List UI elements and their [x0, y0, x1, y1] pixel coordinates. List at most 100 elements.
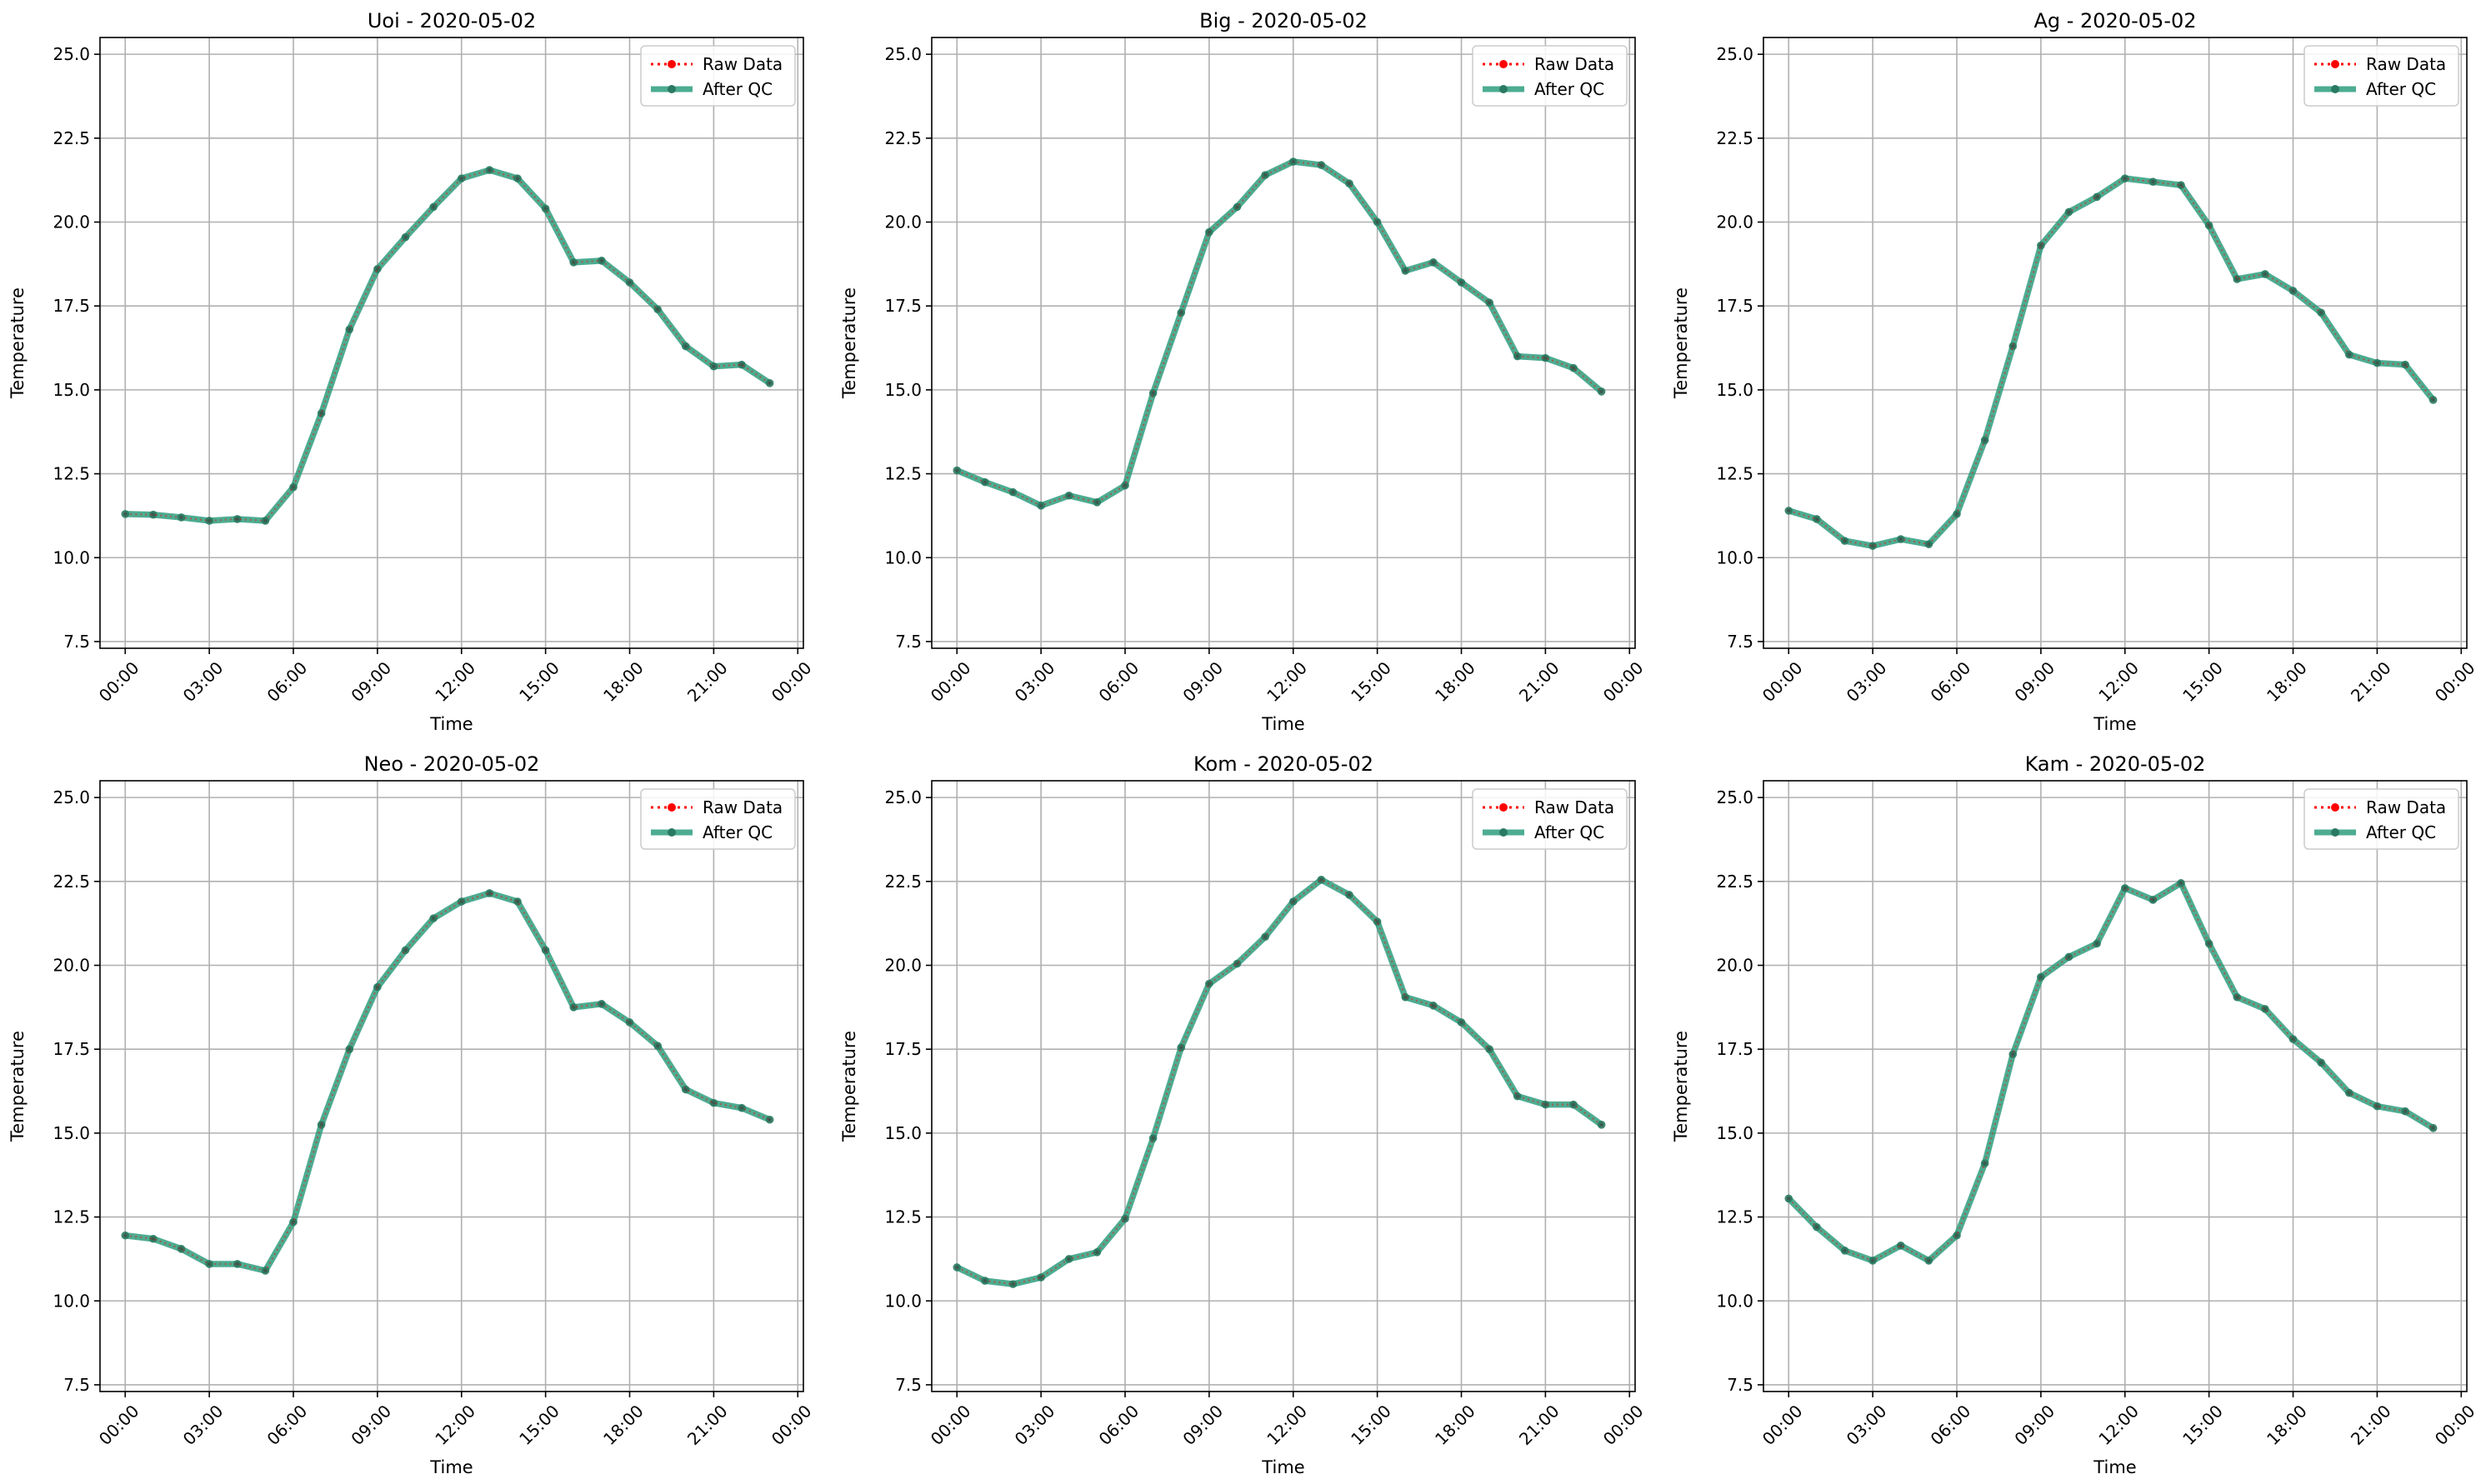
x-tick-label: 12:00 [1263, 657, 1311, 706]
point-raw-data [572, 1005, 576, 1010]
x-axis-label: Time [429, 1457, 473, 1477]
point-raw-data [151, 1237, 156, 1241]
point-raw-data [1319, 162, 1323, 167]
y-tick-label: 10.0 [1716, 547, 1753, 567]
point-raw-data [1431, 1003, 1436, 1008]
point-raw-data [1038, 1275, 1043, 1280]
legend-label-raw-data: Raw Data [2366, 54, 2446, 74]
x-tick-label: 00:00 [1599, 1401, 1648, 1449]
legend-marker-raw-data [1499, 803, 1508, 812]
y-tick-label: 15.0 [884, 380, 922, 400]
point-raw-data [291, 485, 296, 489]
point-raw-data [2151, 897, 2155, 902]
point-raw-data [1870, 1258, 1875, 1263]
y-axis-label: Temperature [1671, 287, 1691, 399]
legend: Raw Data After QC [1472, 788, 1628, 850]
x-tick-label: 18:00 [2263, 1401, 2311, 1449]
legend-marker-after-qc [668, 828, 676, 837]
x-tick-label: 06:00 [1095, 657, 1143, 706]
legend-label-after-qc: After QC [2366, 79, 2436, 99]
legend-marker-raw-data [668, 60, 676, 68]
x-tick-label: 09:00 [347, 1401, 395, 1449]
point-raw-data [2067, 955, 2071, 959]
point-raw-data [2011, 1052, 2015, 1057]
y-tick-label: 12.5 [53, 464, 90, 484]
point-raw-data [655, 1043, 660, 1048]
point-raw-data [628, 280, 632, 285]
point-raw-data [1123, 483, 1128, 487]
point-raw-data [1515, 1094, 1519, 1098]
x-tick-label: 12:00 [431, 657, 479, 706]
y-tick-label: 20.0 [53, 956, 90, 976]
point-raw-data [375, 985, 380, 989]
y-tick-label: 22.5 [1716, 128, 1753, 148]
x-tick-label: 15:00 [2178, 1401, 2227, 1449]
point-raw-data [1347, 892, 1352, 897]
point-raw-data [628, 1020, 632, 1025]
point-raw-data [2347, 352, 2351, 357]
point-raw-data [459, 176, 463, 181]
legend-marker-after-qc [1499, 828, 1508, 837]
point-raw-data [2403, 1109, 2408, 1113]
y-tick-label: 15.0 [53, 380, 90, 400]
point-raw-data [2318, 1061, 2323, 1065]
legend: Raw Data After QC [2303, 45, 2459, 107]
point-raw-data [1038, 503, 1043, 508]
point-raw-data [983, 1278, 988, 1283]
x-tick-label: 18:00 [599, 657, 648, 706]
y-tick-label: 7.5 [895, 632, 922, 652]
legend-label-raw-data: Raw Data [2366, 797, 2446, 817]
y-tick-label: 20.0 [1716, 212, 1753, 232]
x-tick-label: 00:00 [927, 1401, 975, 1449]
point-raw-data [683, 344, 688, 348]
x-tick-label: 21:00 [1515, 1401, 1563, 1449]
y-tick-label: 15.0 [1716, 1123, 1753, 1143]
axes-frame [99, 37, 804, 649]
point-raw-data [1983, 1161, 1987, 1166]
y-tick-label: 10.0 [53, 547, 90, 567]
y-tick-label: 20.0 [1716, 956, 1753, 976]
y-tick-label: 20.0 [53, 212, 90, 232]
point-raw-data [179, 515, 183, 520]
point-raw-data [1543, 1102, 1548, 1107]
point-raw-data [1843, 538, 1847, 543]
x-tick-label: 21:00 [2347, 1401, 2395, 1449]
subplot-6: 7.5 10.0 12.5 15.0 17.5 20.0 22.5 25.0 00:00 03:0… [1671, 752, 2479, 1477]
legend-marker-after-qc [1499, 85, 1508, 93]
y-tick-label: 22.5 [884, 872, 922, 892]
x-tick-label: 06:00 [263, 1401, 312, 1449]
point-raw-data [1347, 181, 1352, 186]
point-raw-data [1927, 1258, 1931, 1263]
point-raw-data [2403, 362, 2408, 367]
series-line-after-qc [124, 890, 772, 1274]
x-tick-label: 15:00 [1347, 1401, 1395, 1449]
x-tick-label: 21:00 [1515, 657, 1563, 706]
y-tick-label: 12.5 [1716, 464, 1753, 484]
chart-title: Kam - 2020-05-02 [2025, 752, 2206, 776]
series-line-raw-data [125, 892, 771, 1272]
point-raw-data [2123, 886, 2127, 891]
legend: Raw Data After QC [1472, 45, 1628, 107]
legend-label-after-qc: After QC [2366, 822, 2436, 842]
y-axis-label: Temperature [8, 287, 28, 399]
point-raw-data [543, 948, 548, 952]
point-raw-data [1235, 962, 1239, 966]
legend-label-raw-data: Raw Data [1534, 797, 1614, 817]
point-raw-data [1599, 389, 1603, 394]
point-raw-data [2375, 361, 2379, 365]
y-tick-label: 17.5 [53, 1039, 90, 1059]
chart-title: Big - 2020-05-02 [1199, 9, 1368, 32]
legend-label-raw-data: Raw Data [703, 797, 783, 817]
y-tick-label: 7.5 [63, 1375, 90, 1395]
point-raw-data [1067, 1257, 1071, 1262]
subplot-1: 7.5 10.0 12.5 15.0 17.5 20.0 22.5 25.0 00:00 03:0… [8, 9, 816, 734]
point-raw-data [403, 948, 408, 952]
point-raw-data [235, 1262, 239, 1267]
x-tick-label: 06:00 [1927, 657, 1975, 706]
subplot-5: 7.5 10.0 12.5 15.0 17.5 20.0 22.5 25.0 00:00 03:0… [839, 752, 1648, 1477]
y-tick-label: 7.5 [63, 632, 90, 652]
x-tick-label: 18:00 [1431, 657, 1479, 706]
point-raw-data [712, 1101, 716, 1105]
point-raw-data [348, 1047, 352, 1052]
point-raw-data [1571, 1102, 1576, 1107]
